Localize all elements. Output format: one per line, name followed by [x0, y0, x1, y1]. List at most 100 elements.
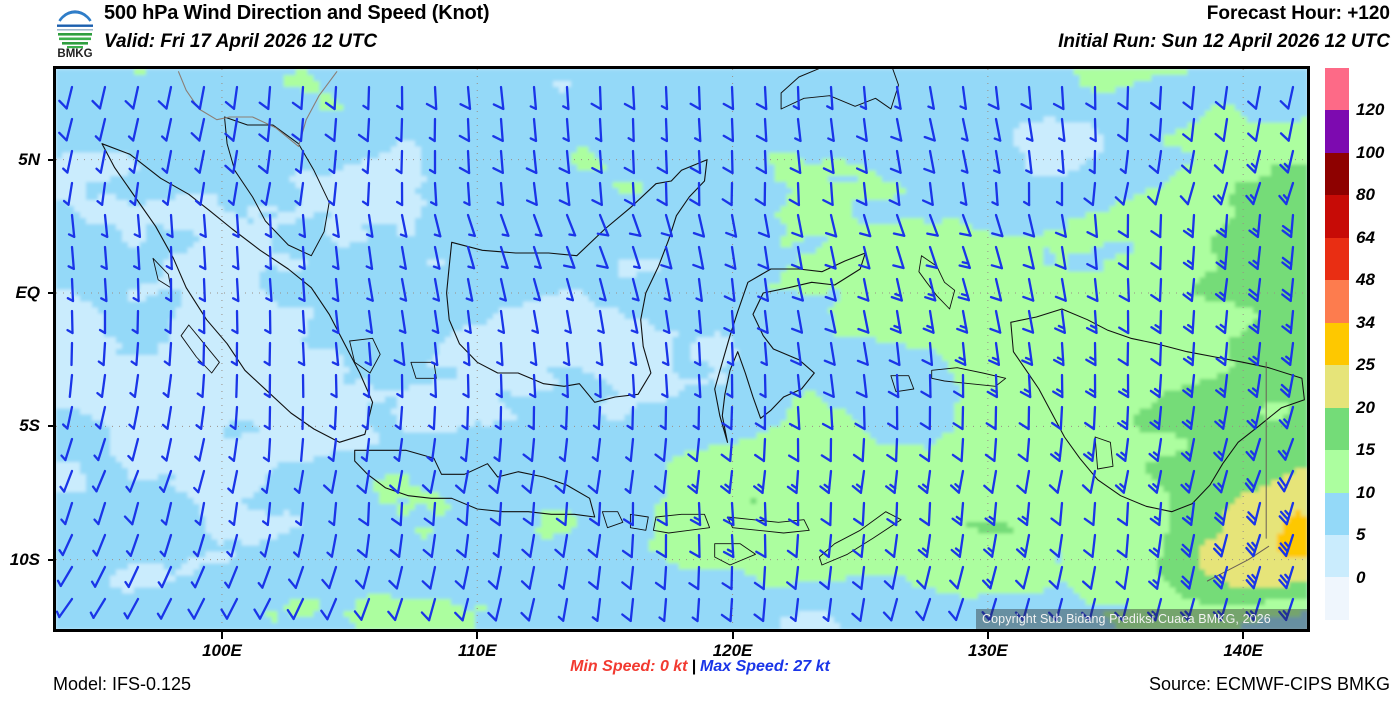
wind-barb [557, 597, 569, 622]
bmkg-logo: BMKG [47, 2, 103, 58]
colorbar-tick-48: 48 [1356, 270, 1375, 290]
wind-barb [1281, 277, 1295, 303]
max-speed-label: Max Speed: 27 kt [700, 658, 830, 675]
wind-barb [695, 277, 703, 302]
wind-barb [922, 309, 935, 334]
wind-barb [93, 437, 107, 462]
wind-barb [161, 181, 173, 206]
forecast-hour: Forecast Hour: +120 [1207, 3, 1390, 25]
wind-barb [1278, 565, 1295, 590]
wind-barb [187, 597, 206, 620]
wind-barb [621, 565, 635, 591]
wind-barb [1281, 245, 1295, 271]
wind-barb [656, 501, 668, 527]
wind-barb [1015, 533, 1031, 558]
wind-barb [950, 533, 965, 558]
colorbar-band [1325, 110, 1349, 153]
wind-barb [822, 597, 833, 622]
wind-barb [851, 565, 866, 591]
wind-barb [198, 245, 207, 271]
wind-barb [492, 117, 504, 143]
wind-barb [786, 565, 800, 591]
wind-barb [921, 181, 934, 206]
wind-barb [231, 245, 240, 271]
wind-barb [819, 469, 833, 495]
source-label: Source: ECMWF-CIPS BMKG [1149, 674, 1390, 695]
colorbar-band [1325, 407, 1349, 451]
wind-barb [558, 149, 571, 175]
wind-barb [917, 533, 932, 558]
wind-barb [162, 373, 173, 398]
wind-barb [460, 437, 470, 463]
wind-barb [389, 469, 404, 494]
wind-barb [689, 149, 702, 175]
wind-barb [1150, 277, 1163, 303]
wind-barb [229, 405, 239, 431]
wind-barb [1215, 245, 1229, 271]
wind-barb [298, 277, 306, 303]
colorbar-band [1325, 195, 1349, 238]
wind-barb [328, 181, 338, 207]
wind-barb [328, 501, 338, 527]
wind-barb [1148, 437, 1163, 462]
wind-barb [393, 437, 404, 462]
wind-barb [67, 213, 76, 239]
wind-barb [991, 181, 999, 207]
wind-barb [755, 149, 768, 175]
wind-barb [62, 181, 74, 206]
wind-barb [989, 277, 1003, 302]
wind-barb [624, 469, 635, 494]
wind-barb [364, 341, 372, 367]
wind-barb [196, 373, 206, 399]
wind-barb [496, 341, 504, 367]
wind-barb [129, 373, 140, 398]
wind-barb [1050, 501, 1064, 527]
wind-barb [1248, 309, 1262, 335]
wind-barb [1025, 149, 1033, 175]
wind-barb [1278, 597, 1295, 622]
wind-barb [1054, 213, 1067, 238]
x-axis-label-100e: 100E [202, 641, 242, 661]
wind-barb [231, 277, 240, 303]
wind-barb [235, 373, 239, 399]
map-canvas [53, 66, 1310, 632]
wind-barb [959, 213, 972, 237]
wind-barb [1085, 309, 1098, 335]
wind-barb [822, 373, 835, 398]
wind-barb [298, 245, 306, 271]
wind-barb [587, 565, 602, 590]
wind-barb [459, 85, 472, 111]
wind-barb [1148, 565, 1163, 590]
wind-barb [595, 341, 604, 367]
wind-barb [621, 533, 635, 559]
wind-barb [1277, 469, 1295, 493]
wind-barb [923, 149, 936, 174]
wind-barb [1180, 533, 1196, 558]
wind-barb [754, 437, 767, 463]
wind-barb [596, 245, 609, 269]
wind-barb [1083, 181, 1097, 207]
wind-barb [960, 117, 969, 142]
wind-barb [320, 597, 338, 621]
wind-barb [160, 501, 173, 526]
wind-barb [494, 405, 503, 431]
wind-barb [1182, 85, 1196, 111]
wind-barb [1081, 565, 1097, 590]
wind-barb [720, 469, 734, 495]
wind-barb [92, 533, 107, 557]
wind-barb [91, 469, 107, 493]
wind-barb [532, 245, 542, 270]
wind-barb [389, 533, 404, 558]
wind-barb [1084, 405, 1097, 431]
wind-barb [919, 501, 932, 527]
wind-barb [564, 309, 572, 334]
wind-barb [224, 149, 239, 174]
wind-barb [163, 341, 173, 367]
wind-barb [433, 213, 442, 238]
wind-barb [297, 309, 306, 335]
wind-barb [786, 533, 800, 559]
colorbar-band [1325, 280, 1349, 323]
wind-barb [1248, 341, 1262, 367]
wind-barb [224, 85, 239, 110]
wind-barb [388, 565, 404, 590]
